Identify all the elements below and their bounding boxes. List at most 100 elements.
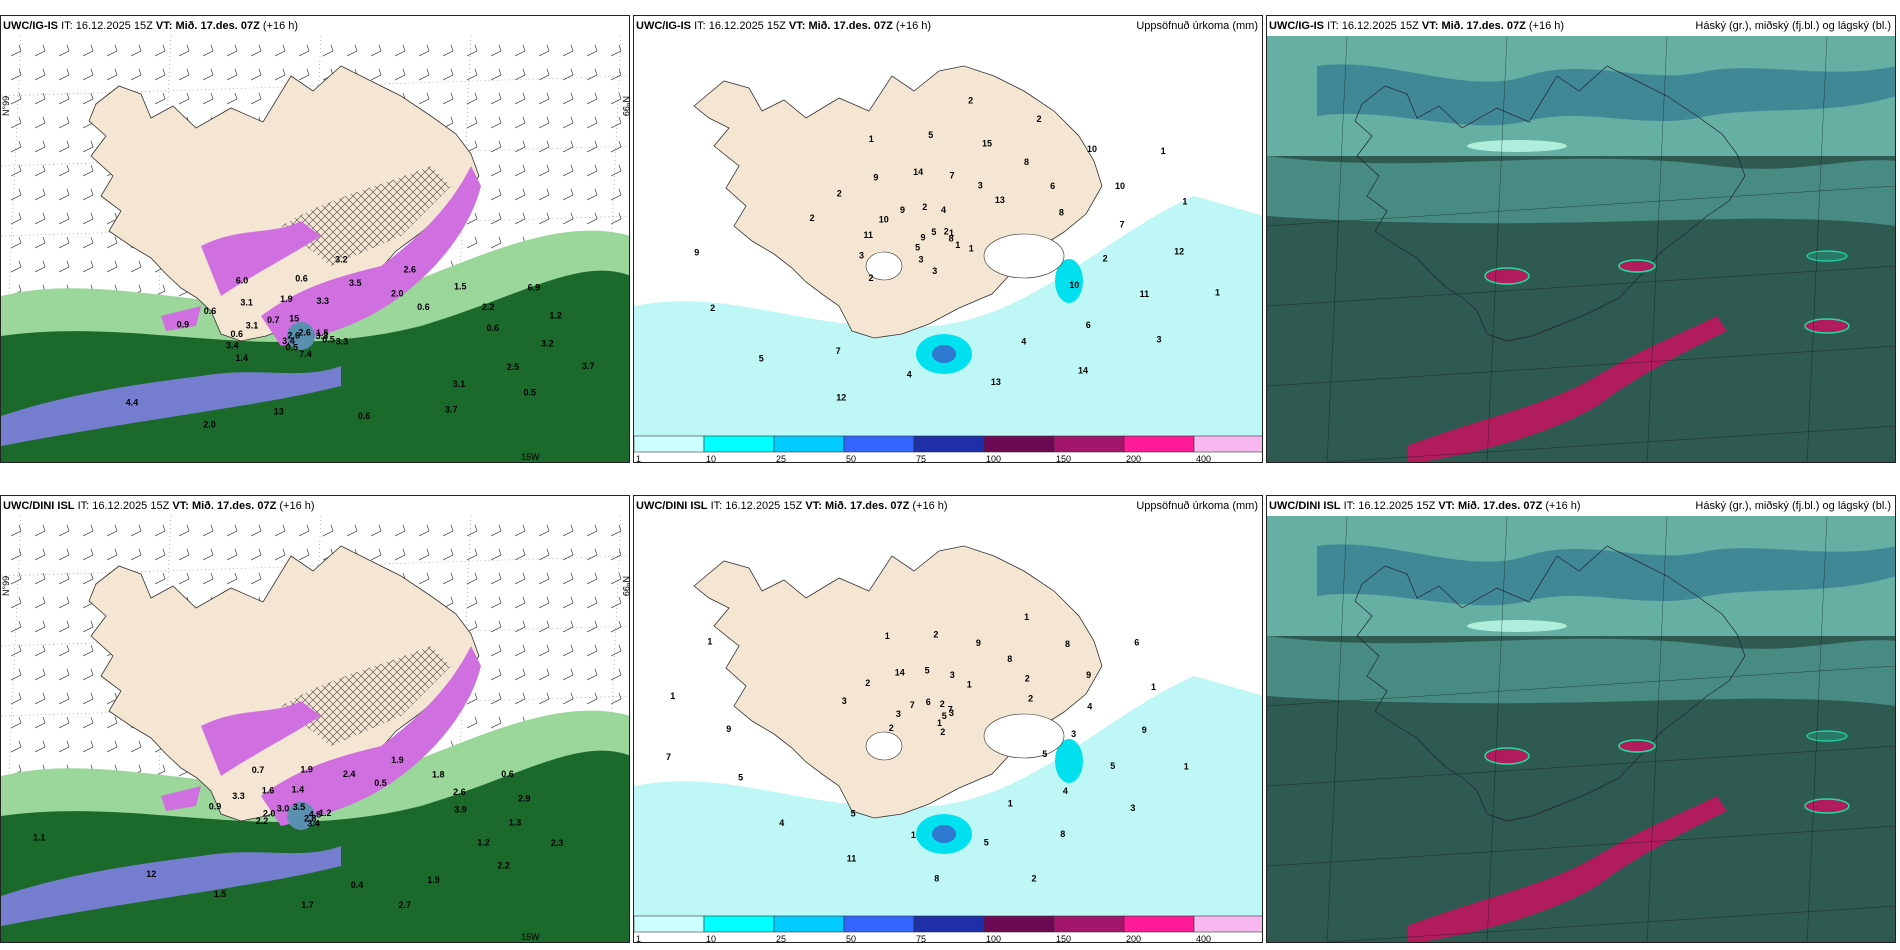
map-value-label: 3.4 (226, 341, 239, 351)
wind-barb (250, 548, 262, 561)
map-value-label: 5 (738, 773, 743, 783)
wind-barb (538, 692, 550, 705)
map-value-label: 9 (921, 233, 926, 243)
low-cloud-cell (1618, 259, 1656, 273)
map-value-label: 1 (1161, 146, 1166, 156)
map-value-label: 2 (933, 629, 938, 639)
map-value-label: 2 (889, 723, 894, 733)
wind-barb (586, 140, 598, 153)
map-value-label: 15 (982, 138, 992, 148)
map-value-label: 4.4 (126, 398, 139, 408)
map-value-label: 2 (940, 727, 945, 737)
wind-barb (34, 260, 46, 273)
accumulated-precip-map: 1221213113212135311108912515141010121411… (634, 36, 1262, 462)
wind-barb (466, 548, 478, 561)
low-cloud-cell (1618, 739, 1656, 753)
wind-barb (442, 548, 454, 561)
map-value-label: 5 (931, 227, 936, 237)
wind-barb (466, 236, 478, 249)
hatched-region (281, 646, 451, 746)
map-value-label: 7 (666, 752, 671, 762)
colorbar-swatch (913, 915, 985, 933)
wind-barb (538, 212, 550, 225)
precip-light-area (634, 676, 1262, 916)
wind-barb (562, 140, 574, 153)
wind-barb (106, 236, 118, 249)
map-value-label: 2.0 (391, 289, 404, 299)
lat-label: N°99 (621, 576, 630, 596)
glacier (983, 233, 1065, 279)
map-value-label: 4 (1021, 336, 1026, 346)
wind-barb (466, 92, 478, 105)
map-value-label: 10 (1087, 144, 1097, 154)
map-value-label: 0.5 (524, 387, 537, 397)
map-value-label: 3 (1157, 335, 1162, 345)
map-value-label: 0.6 (417, 302, 430, 312)
map-value-label: 3 (859, 251, 864, 261)
map-value-label: 3 (842, 696, 847, 706)
map-value-label: 6.9 (528, 282, 541, 292)
wind-barb (586, 92, 598, 105)
wind-barb (58, 116, 70, 129)
wind-barb (34, 692, 46, 705)
wind-barb (82, 44, 94, 57)
panel-r0-cloud: UWC/IG-IS IT: 16.12.2025 15Z VT: Mið. 17… (1266, 15, 1896, 463)
mid-cloud-band (1267, 156, 1895, 226)
wind-barb (586, 620, 598, 633)
map-value-label: 5 (1042, 749, 1047, 759)
wind-barb (10, 116, 22, 129)
map-value-label: 14 (913, 167, 923, 177)
wind-barb (202, 68, 214, 81)
map-value-label: 1.9 (300, 764, 313, 774)
wind-barb (442, 68, 454, 81)
map-value-label: 13 (274, 407, 284, 417)
wind-barb (226, 524, 238, 537)
map-value-label: 1 (1215, 287, 1220, 297)
wind-barb (514, 212, 526, 225)
wind-barb (562, 668, 574, 681)
map-value-label: 3 (896, 709, 901, 719)
wind-barb (34, 44, 46, 57)
wind-barb (538, 668, 550, 681)
wind-barb (490, 572, 502, 585)
wind-barb (10, 596, 22, 609)
wind-barb (106, 68, 118, 81)
colorbar-swatch (773, 915, 845, 933)
wind-barb (10, 524, 22, 537)
panel-header: UWC/DINI ISL IT: 16.12.2025 15Z VT: Mið.… (3, 500, 315, 512)
wind-barb (610, 140, 622, 153)
wind-barb (610, 620, 622, 633)
colorbar-tick: 1 (636, 934, 641, 943)
map-value-label: 1 (869, 134, 874, 144)
wind-barb (610, 692, 622, 705)
snow-region (261, 166, 481, 346)
colorbar-swatch (634, 915, 705, 933)
panel-header: UWC/IG-IS IT: 16.12.2025 15Z VT: Mið. 17… (636, 20, 932, 32)
colorbar-tick: 200 (1126, 934, 1141, 943)
map-value-label: 3.3 (336, 337, 349, 347)
colorbar-swatch (843, 915, 915, 933)
wind-barb (562, 524, 574, 537)
cloud-streak (1317, 544, 1895, 606)
colorbar-swatch (983, 915, 1055, 933)
wind-barb (274, 68, 286, 81)
wind-barb (58, 236, 70, 249)
wind-barb (34, 92, 46, 105)
map-value-label: 8 (1024, 157, 1029, 167)
colorbar-tick: 400 (1196, 934, 1211, 943)
map-value-label: 2.5 (507, 362, 520, 372)
map-value-label: 1.1 (33, 832, 46, 842)
wind-barb (562, 164, 574, 177)
wind-barb (10, 92, 22, 105)
snow-region (261, 646, 481, 826)
wind-barb (34, 188, 46, 201)
precip-band-blue (1, 846, 341, 926)
map-value-label: 3.1 (453, 379, 466, 389)
wind-barb (82, 668, 94, 681)
map-value-label: 1 (1024, 612, 1029, 622)
map-value-label: 7 (910, 700, 915, 710)
high-cloud-streak (1467, 620, 1567, 632)
wind-barb (202, 572, 214, 585)
map-value-label: 0.6 (231, 329, 244, 339)
wind-barb (226, 44, 238, 57)
